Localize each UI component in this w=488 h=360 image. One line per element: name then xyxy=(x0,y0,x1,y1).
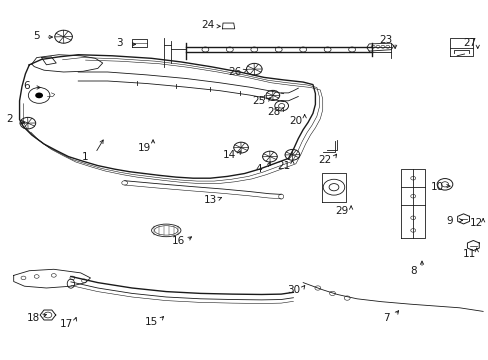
Text: 7: 7 xyxy=(382,312,389,323)
Text: 30: 30 xyxy=(286,285,299,295)
Text: 27: 27 xyxy=(462,38,475,48)
Text: 22: 22 xyxy=(318,155,331,165)
Text: 19: 19 xyxy=(137,143,151,153)
Text: 23: 23 xyxy=(379,35,392,45)
Text: 26: 26 xyxy=(227,67,241,77)
Text: 28: 28 xyxy=(266,107,280,117)
Text: 2: 2 xyxy=(6,114,13,124)
Text: 13: 13 xyxy=(203,195,217,205)
Text: 15: 15 xyxy=(144,317,158,327)
Text: 17: 17 xyxy=(59,319,73,329)
Text: 1: 1 xyxy=(82,152,89,162)
Text: 18: 18 xyxy=(26,312,40,323)
Text: 5: 5 xyxy=(33,31,40,41)
Text: 6: 6 xyxy=(23,81,30,91)
Text: 16: 16 xyxy=(171,236,185,246)
Text: 9: 9 xyxy=(446,216,452,226)
Text: 11: 11 xyxy=(462,249,475,259)
Text: 3: 3 xyxy=(116,38,123,48)
Text: 24: 24 xyxy=(201,20,214,30)
Text: 20: 20 xyxy=(289,116,302,126)
Text: 12: 12 xyxy=(469,218,483,228)
Circle shape xyxy=(35,93,43,98)
Text: 25: 25 xyxy=(252,96,265,106)
Text: 8: 8 xyxy=(409,266,416,276)
Text: 10: 10 xyxy=(430,182,443,192)
Text: 4: 4 xyxy=(255,164,262,174)
Text: 21: 21 xyxy=(276,161,290,171)
Text: 14: 14 xyxy=(223,150,236,160)
Text: 29: 29 xyxy=(335,206,348,216)
